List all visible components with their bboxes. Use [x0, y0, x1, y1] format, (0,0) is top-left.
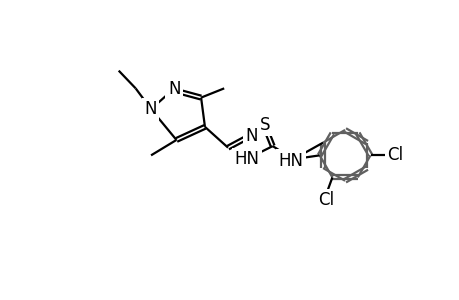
Text: HN: HN [278, 152, 303, 170]
Text: Cl: Cl [318, 191, 334, 209]
Text: N: N [144, 100, 156, 118]
Text: HN: HN [234, 150, 259, 168]
Text: Cl: Cl [386, 146, 403, 164]
Text: S: S [259, 116, 270, 134]
Text: N: N [168, 80, 180, 98]
Text: N: N [245, 127, 257, 145]
